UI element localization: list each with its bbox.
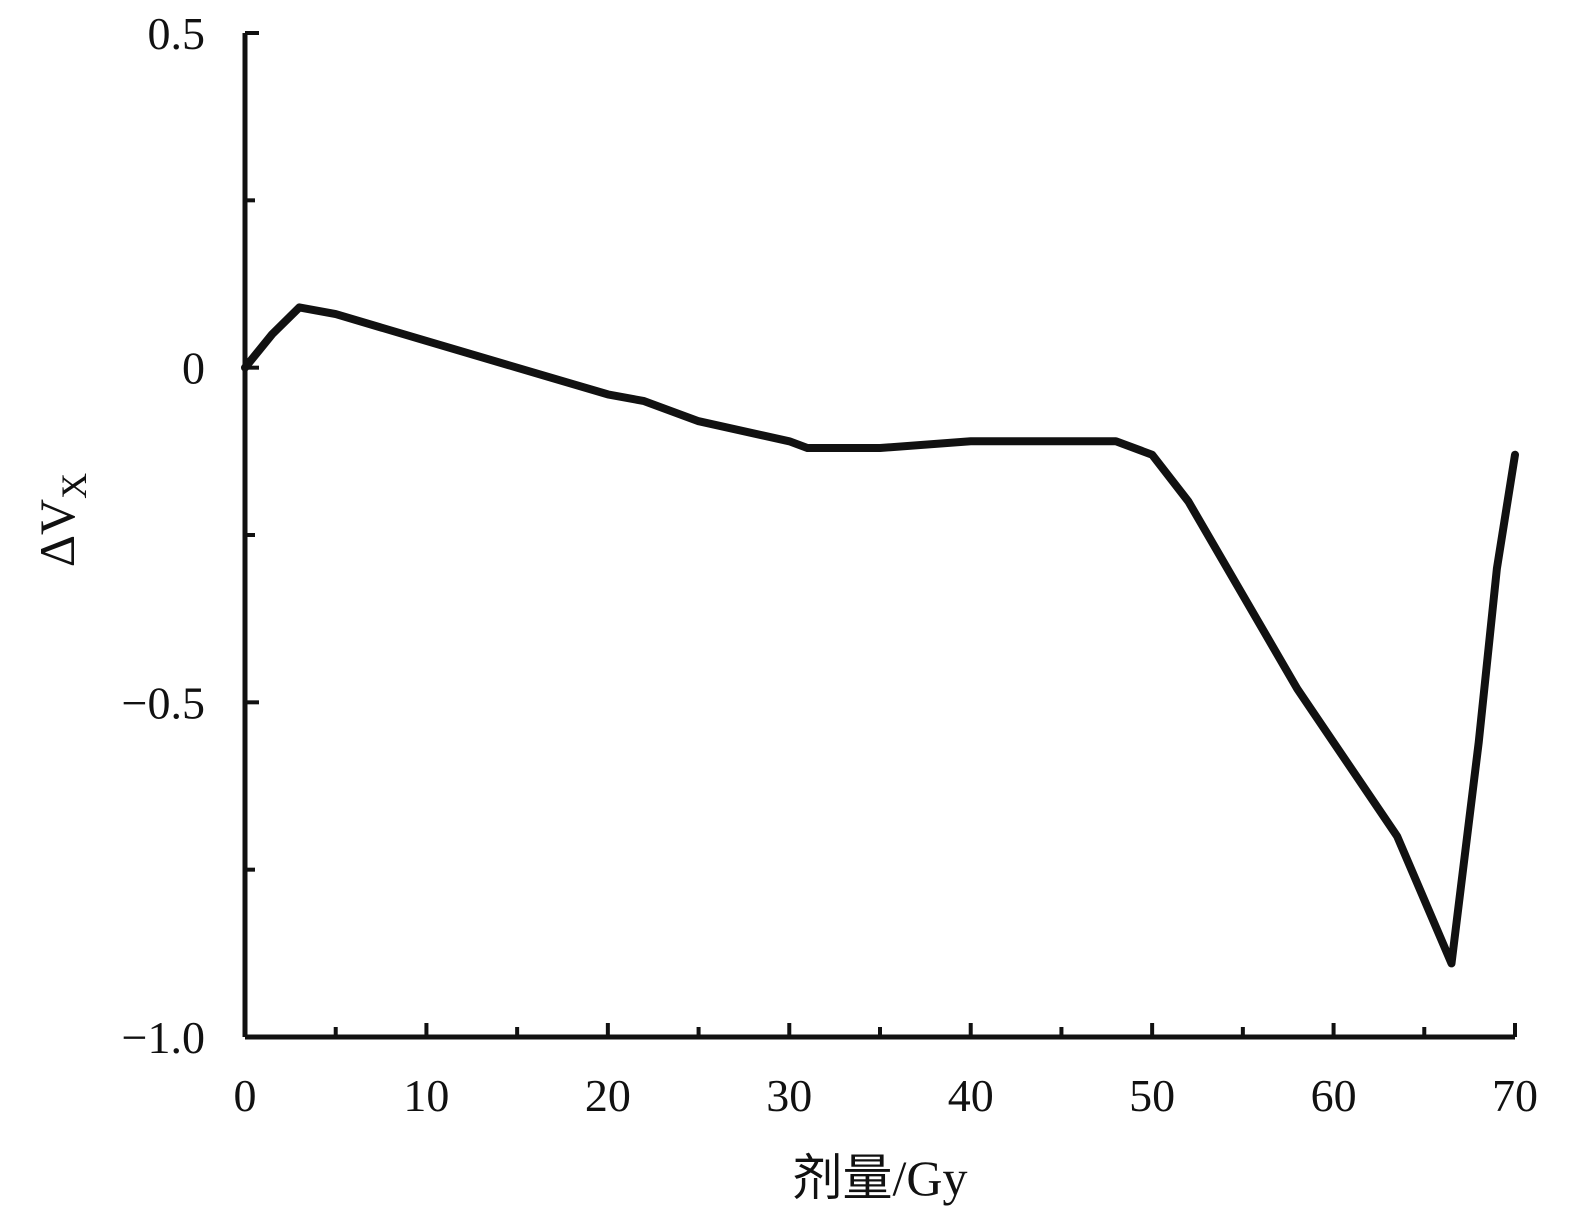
y-tick-label: −0.5 [122,677,205,728]
series-line [241,303,1519,968]
x-tick-label: 10 [403,1070,449,1121]
x-tick-label: 70 [1492,1070,1538,1121]
plot-area [241,303,1519,968]
x-axis: 0 10 20 30 40 50 60 70 [234,1023,1538,1121]
x-tick-label: 60 [1311,1070,1357,1121]
x-axis-title: 剂量/Gy [793,1150,968,1206]
x-tick-label: 40 [948,1070,994,1121]
y-tick-label: 0 [182,343,205,394]
x-tick-label: 20 [585,1070,631,1121]
x-tick-label: 30 [766,1070,812,1121]
x-tick-label: 0 [234,1070,257,1121]
x-tick-label: 50 [1129,1070,1175,1121]
y-axis-title-main: ΔV [29,499,85,567]
y-tick-label: −1.0 [122,1012,205,1063]
y-axis-title: ΔVX [29,473,94,567]
y-axis-title-subscript: X [54,473,94,499]
y-tick-label: 0.5 [148,8,206,59]
y-axis: −1.0 −0.5 0 0.5 [122,8,259,1063]
